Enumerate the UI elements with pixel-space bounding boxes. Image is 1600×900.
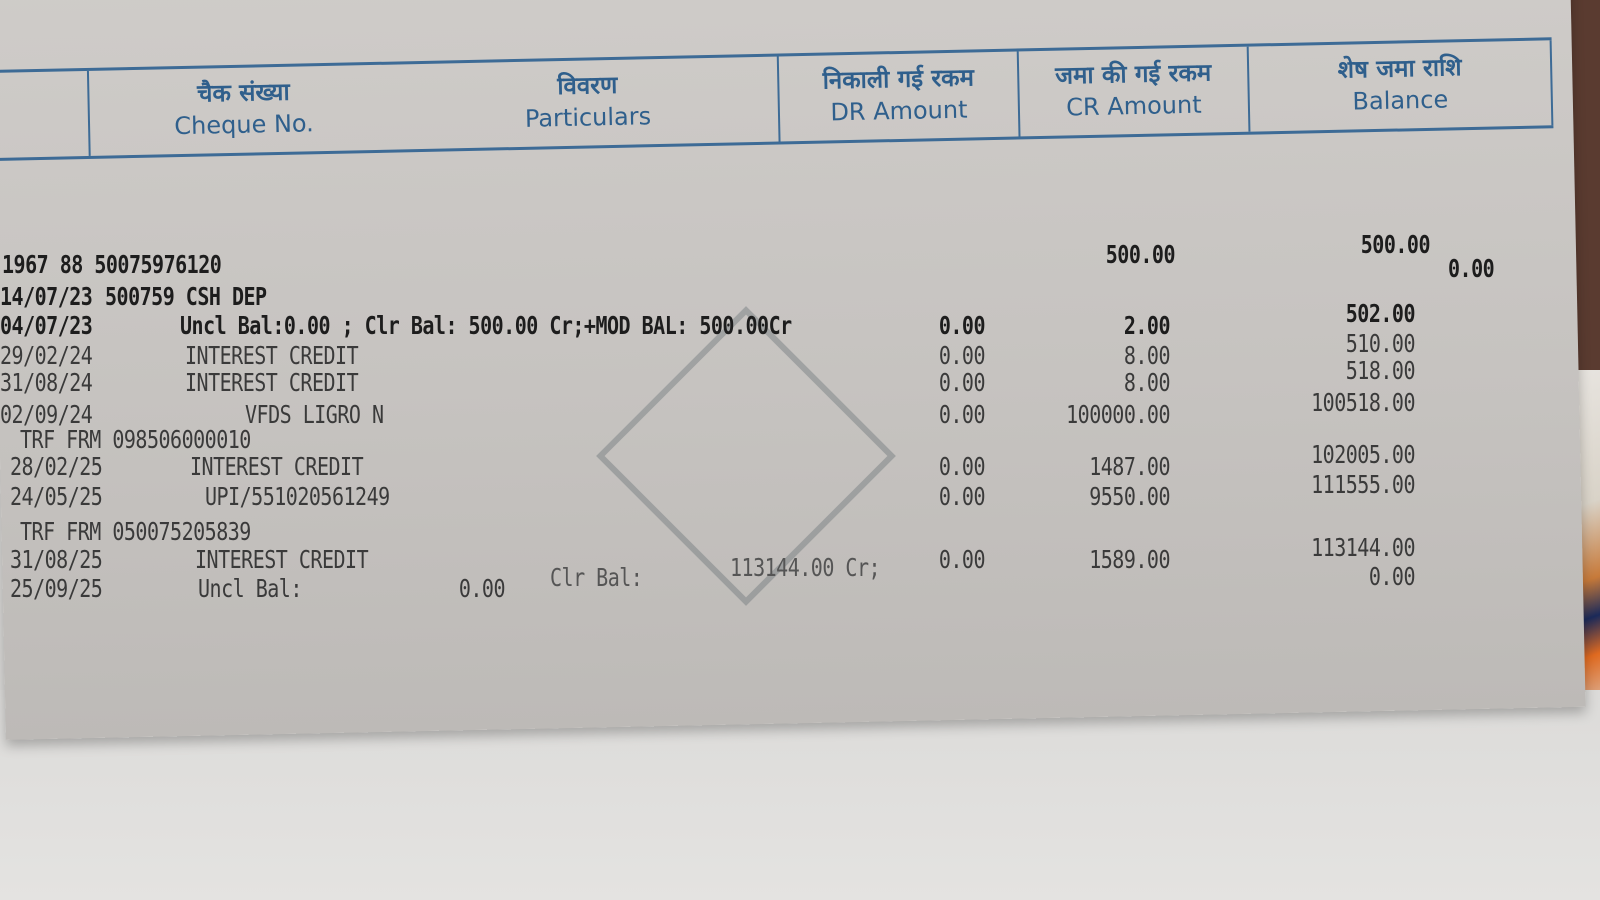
row-date: 31/08/24 (0, 367, 93, 398)
closing-clr-value: 113144.00 Cr; (730, 552, 881, 582)
row-particulars: TRF FRM 098506000010 (20, 424, 251, 454)
row-particulars: Uncl Bal:0.00 ; Clr Bal: 500.00 Cr;+MOD … (180, 310, 792, 341)
row-particulars: INTEREST CREDIT (185, 367, 359, 398)
row-balance: 111555.00 (1311, 468, 1415, 499)
row-cr-amount: 1487.00 (1089, 451, 1170, 482)
row-balance: 502.00 (1345, 298, 1416, 329)
column-label: DR Amount (830, 95, 968, 127)
row-date: 02/09/24 (0, 398, 93, 429)
row-particulars: INTEREST CREDIT (195, 543, 369, 574)
row-dr-amount: 0.00 (938, 480, 986, 511)
row-particulars: Uncl Bal: (198, 573, 302, 603)
row-date: 24/05/25 (10, 480, 103, 511)
row-dr-amount: 0.00 (938, 398, 986, 429)
row-cr-amount: 8.00 (1123, 339, 1171, 370)
row-dr-amount: 0.00 (458, 573, 506, 603)
row-date: 14/07/23 (0, 281, 93, 311)
row-particulars: INTEREST CREDIT (185, 339, 359, 370)
row-date: 29/02/24 (0, 339, 93, 370)
row-balance: 113144.00 (1311, 531, 1415, 562)
column-cr-amount: जमा की गई रकम CR Amount (1016, 46, 1249, 137)
column-label: Balance (1352, 85, 1449, 116)
row-date: 04/07/23 (0, 310, 93, 341)
row-cr-amount: 8.00 (1123, 367, 1171, 398)
row-dr-amount: 0.00 (938, 310, 986, 341)
row-particulars: TRF FRM 050075205839 (20, 516, 251, 547)
row-cr-amount: 500.00 (1105, 239, 1176, 269)
closing-clr-label: Clr Bal: (550, 562, 643, 592)
row-dr-amount: 0.00 (938, 451, 986, 482)
column-label-hindi: शेष जमा राशि (1337, 53, 1462, 84)
row-date: 31/08/25 (10, 543, 103, 574)
account-number-line: 1967 88 50075976120 (2, 249, 222, 279)
row-balance: 102005.00 (1311, 439, 1415, 470)
row-dr-amount: 0.00 (938, 367, 986, 398)
column-label-hindi: चैक संख्या (196, 77, 290, 108)
column-label-hindi: विवरण (557, 70, 618, 101)
row-balance: 0.00 (1368, 561, 1416, 591)
column-dr-amount: निकाली गई रकम DR Amount (776, 51, 1019, 142)
row-balance: 500.00 (1360, 229, 1431, 259)
row-balance: 518.00 (1345, 355, 1416, 386)
column-cheque-no: चैक संख्या Cheque No. (86, 64, 399, 156)
column-date (0, 71, 89, 158)
table-header: चैक संख्या Cheque No. विवरण Particulars … (0, 37, 1554, 161)
row-particulars: INTEREST CREDIT (190, 451, 364, 482)
column-balance: शेष जमा राशि Balance (1246, 40, 1554, 132)
column-label: Particulars (524, 102, 652, 133)
row-cr-amount: 9550.00 (1089, 480, 1170, 511)
column-label-hindi: जमा की गई रकम (1054, 58, 1212, 90)
row-particulars: 500759 CSH DEP (105, 281, 267, 311)
row-dr-amount: 0.00 (938, 339, 986, 370)
row-cr-amount: 2.00 (1123, 310, 1171, 341)
column-label: CR Amount (1065, 90, 1202, 122)
row-balance: 100518.00 (1311, 386, 1415, 417)
row-cr-amount: 1589.00 (1089, 543, 1170, 574)
row-dr-amount: 0.00 (938, 543, 986, 574)
row-date: 28/02/25 (10, 451, 103, 482)
side-value: 0.00 (1448, 253, 1495, 283)
row-balance: 510.00 (1345, 327, 1416, 358)
row-date: 25/09/25 (10, 573, 103, 603)
row-particulars: UPI/551020561249 (205, 480, 390, 511)
column-label-hindi: निकाली गई रकम (822, 63, 975, 95)
column-label: Cheque No. (174, 109, 315, 141)
row-particulars: VFDS LIGRO N (245, 398, 384, 429)
column-particulars: विवरण Particulars (397, 57, 779, 150)
row-cr-amount: 100000.00 (1066, 398, 1170, 429)
